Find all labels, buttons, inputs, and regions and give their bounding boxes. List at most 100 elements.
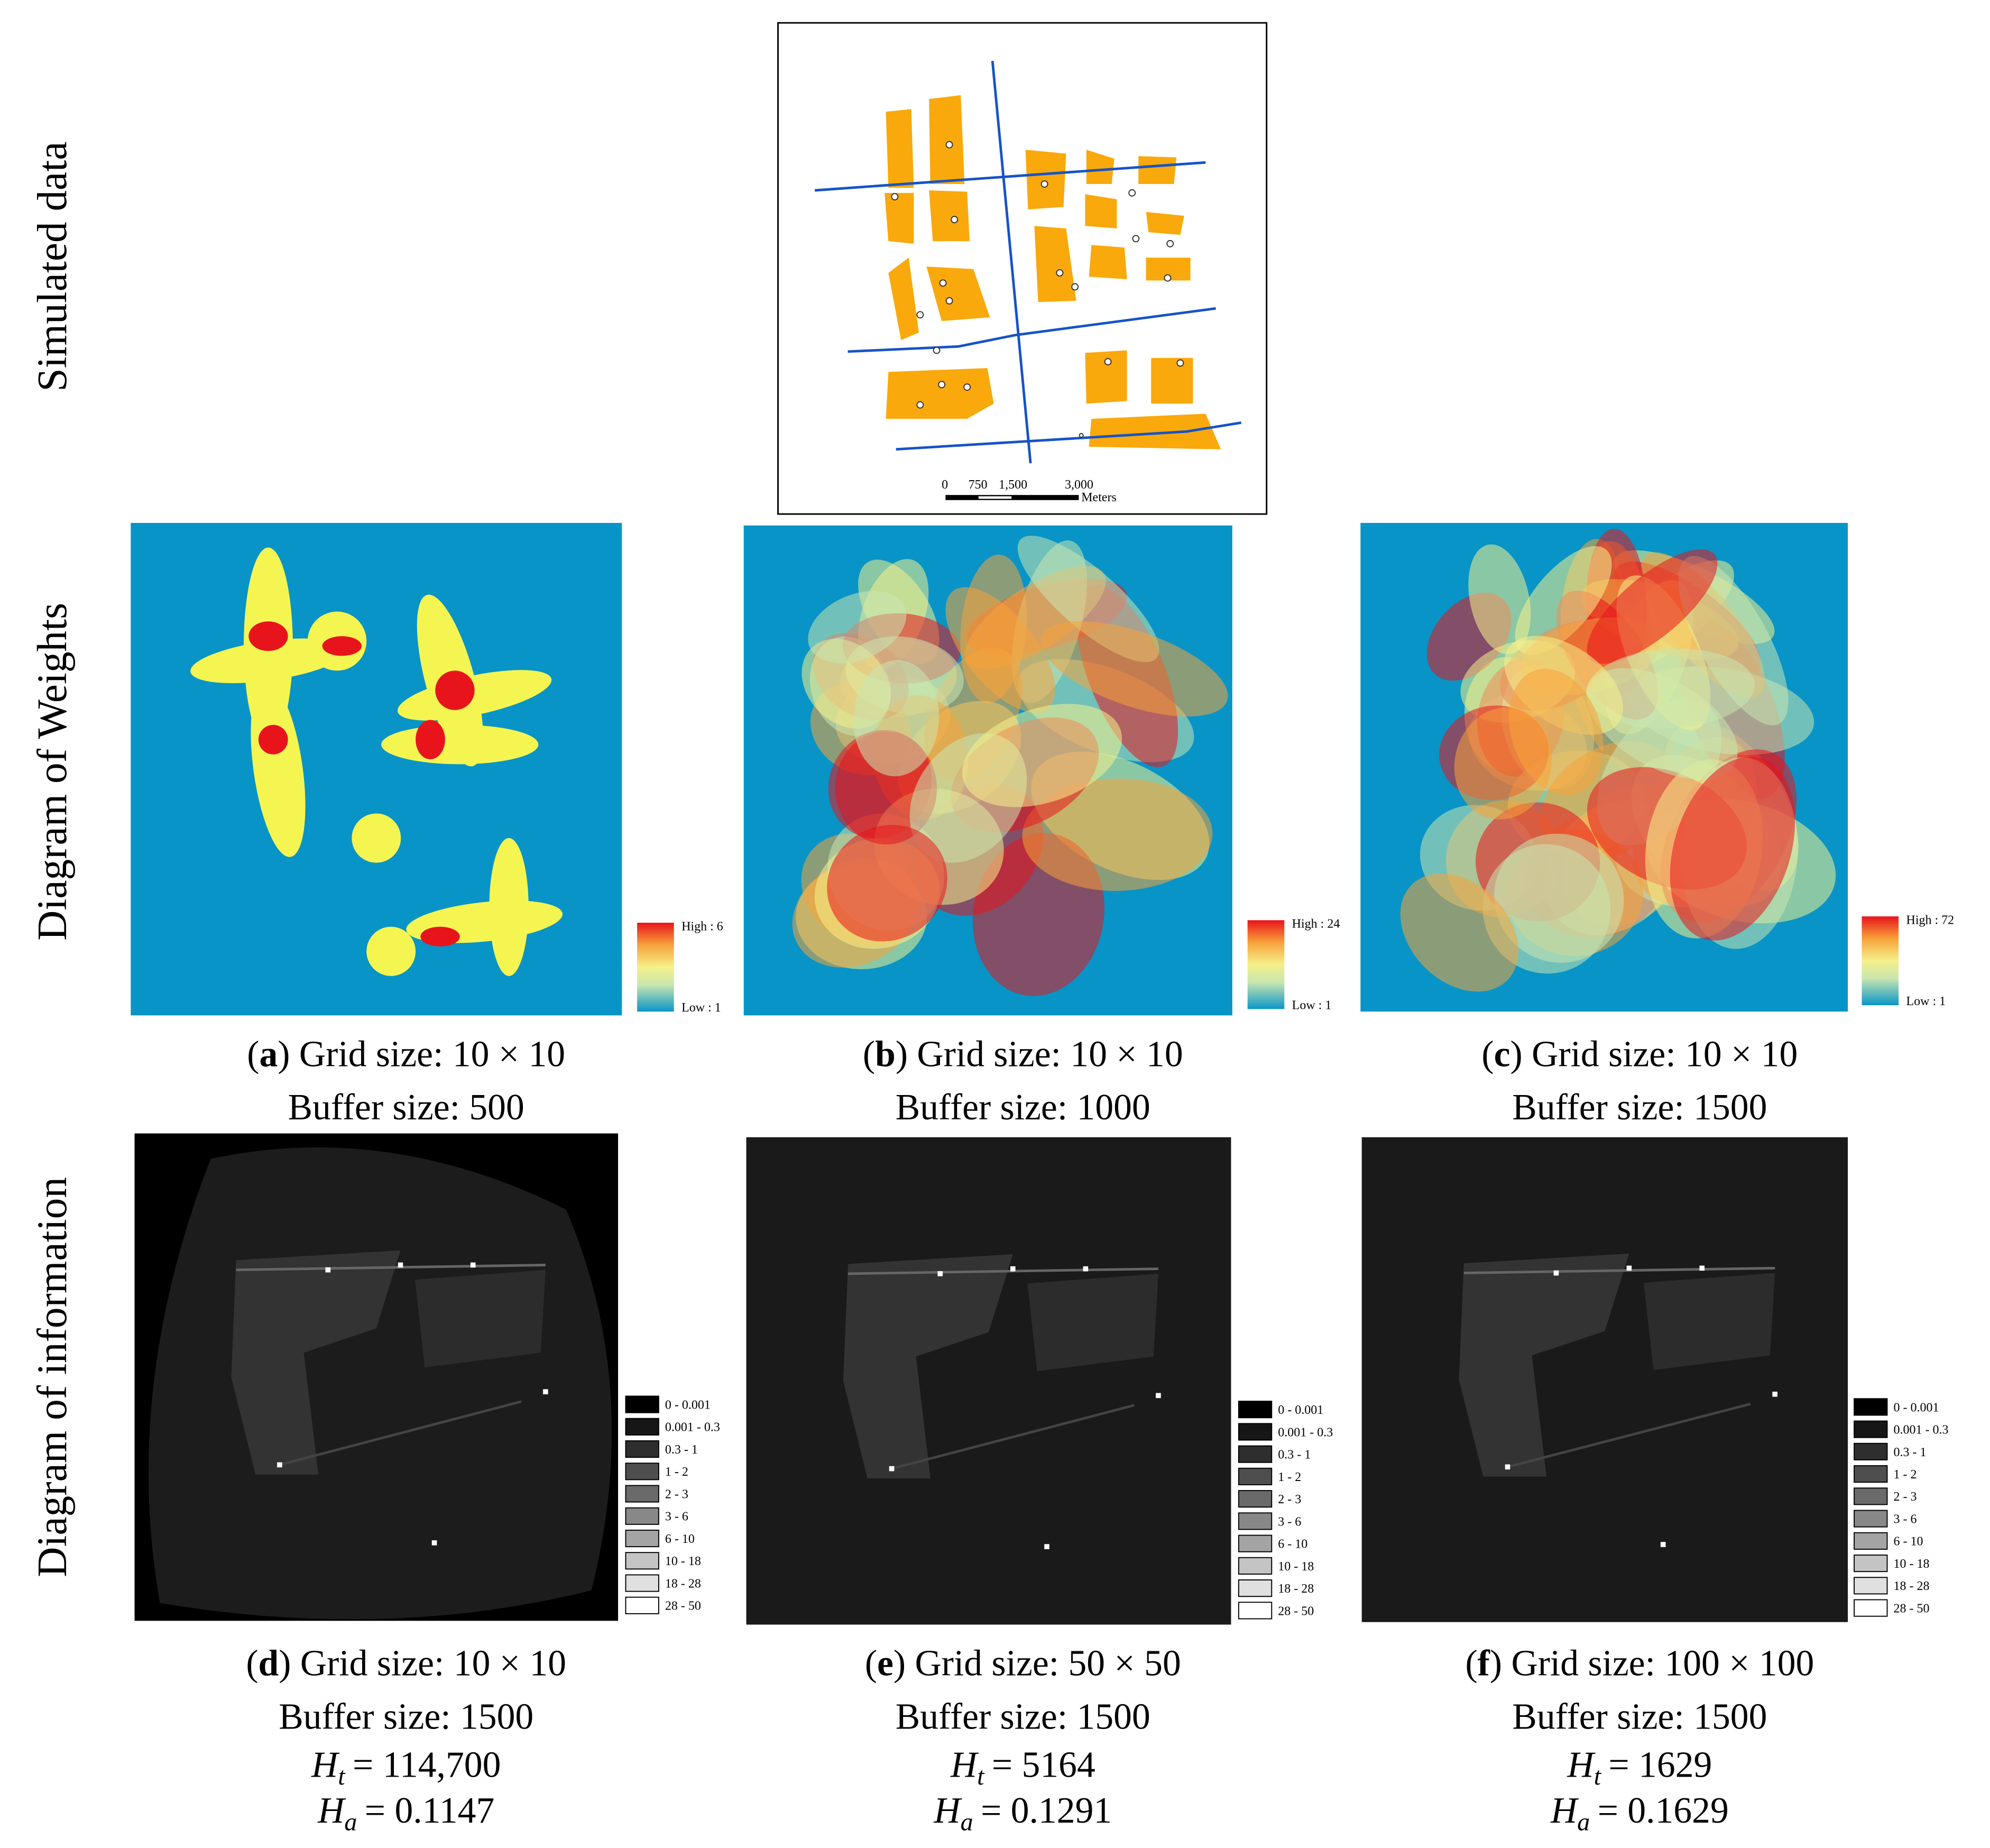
symbol: H xyxy=(1550,1790,1579,1831)
legend-swatch xyxy=(1238,1445,1273,1463)
legend-label: 0.3 - 1 xyxy=(1278,1448,1311,1462)
point xyxy=(1071,283,1079,291)
caption: (f) Grid size: 100 × 100 xyxy=(1466,1643,1814,1684)
buffer-label: Buffer size: 1500 xyxy=(1512,1696,1767,1737)
legend-swatch xyxy=(1238,1512,1273,1530)
scale-bar: 0 750 1,500 3,000 Meters xyxy=(942,478,1117,504)
information-map: 0 - 0.001 0.001 - 0.3 0.3 - 1 1 - 2 2 - 3 3 -… xyxy=(1361,1137,1948,1836)
parcel xyxy=(1146,212,1184,235)
info-cluster xyxy=(1643,1273,1775,1370)
subscript: a xyxy=(1577,1808,1590,1836)
legend-label: 1 - 2 xyxy=(1278,1470,1301,1484)
point xyxy=(1040,180,1048,188)
value: = 114,700 xyxy=(353,1745,501,1786)
legend-swatch xyxy=(1854,1398,1888,1416)
value: = 0.1147 xyxy=(365,1790,495,1831)
info-dot xyxy=(1699,1265,1705,1271)
weight-zone xyxy=(435,670,475,710)
parcel xyxy=(1089,245,1127,280)
value: = 5164 xyxy=(992,1745,1095,1786)
weight-zone xyxy=(962,704,1122,807)
legend-swatch xyxy=(1238,1490,1273,1508)
legend-label: 3 - 6 xyxy=(1278,1515,1301,1529)
legend-label: 18 - 28 xyxy=(1893,1579,1929,1593)
road xyxy=(896,421,1242,451)
weight-zone xyxy=(420,926,460,946)
formula: Ha = 0.1147 xyxy=(317,1790,494,1836)
weight-zone xyxy=(397,670,552,721)
value: = 0.1291 xyxy=(981,1790,1112,1831)
formula: Ht = 5164 xyxy=(950,1745,1095,1790)
point xyxy=(1176,359,1184,367)
weight-zone xyxy=(853,660,939,777)
weight-zone xyxy=(381,724,539,765)
weight-zone xyxy=(808,591,907,664)
caption: (c) Grid size: 10 × 10 xyxy=(1481,1034,1798,1074)
formula: Ha = 0.1629 xyxy=(1550,1790,1729,1836)
point xyxy=(945,297,953,305)
legend-label: 2 - 3 xyxy=(1893,1490,1917,1504)
points xyxy=(891,141,1184,438)
info-cluster xyxy=(231,1250,401,1475)
weight-zone xyxy=(1587,549,1718,664)
legend-label: 28 - 50 xyxy=(1278,1604,1314,1618)
legend-swatch xyxy=(1238,1602,1273,1620)
info-dot xyxy=(1505,1464,1510,1470)
point xyxy=(1128,189,1136,197)
weight-zone xyxy=(190,638,346,684)
info-dot xyxy=(431,1540,437,1546)
info-dot xyxy=(1626,1265,1632,1271)
legend-label: 1 - 2 xyxy=(1893,1468,1917,1482)
info-dot xyxy=(889,1466,895,1472)
weight-zone xyxy=(1022,778,1213,891)
point xyxy=(963,383,971,391)
caption-part: ( xyxy=(1466,1643,1478,1684)
legend-high: High : 6 xyxy=(681,920,723,934)
legend-high: High : 24 xyxy=(1292,917,1340,931)
weight-zone xyxy=(945,587,1055,713)
caption-part: ) Grid size: 10 × 10 xyxy=(896,1034,1183,1074)
legend-swatch xyxy=(1854,1532,1888,1550)
legend-label: 28 - 50 xyxy=(665,1599,701,1613)
legend-label: 0 - 0.001 xyxy=(665,1398,711,1412)
weights-map: High : 72 Low : 1 (c) Grid size: 10 × 10 Bu… xyxy=(1360,522,1954,1128)
legend-swatch xyxy=(1854,1555,1888,1573)
info-dot xyxy=(1044,1544,1049,1549)
caption-part: ( xyxy=(246,1643,258,1684)
info-line xyxy=(1463,1266,1775,1274)
buffer-label: Buffer size: 1500 xyxy=(896,1696,1150,1737)
symbol: H xyxy=(311,1745,340,1786)
point xyxy=(916,401,924,409)
weight-zone xyxy=(1468,544,1531,655)
legend-swatch xyxy=(1854,1420,1888,1438)
info-dot xyxy=(1660,1542,1666,1547)
parcel xyxy=(1146,258,1191,281)
legend-label: 0.001 - 0.3 xyxy=(665,1421,720,1435)
info-dot xyxy=(398,1262,403,1268)
legend-label: 0.001 - 0.3 xyxy=(1893,1423,1948,1437)
parcel xyxy=(1034,226,1076,302)
legend-swatch xyxy=(625,1529,659,1548)
caption-part: b xyxy=(875,1034,896,1074)
parcel xyxy=(886,109,914,188)
point xyxy=(1079,433,1084,438)
weight-zone xyxy=(1586,648,1755,729)
legend-label: 18 - 28 xyxy=(1278,1582,1314,1596)
parcel xyxy=(885,192,914,244)
legend-label: 6 - 10 xyxy=(665,1532,695,1546)
roads xyxy=(814,60,1242,464)
legend-swatch xyxy=(1238,1401,1273,1419)
legend-label: 2 - 3 xyxy=(665,1487,688,1501)
legend-swatch xyxy=(1854,1577,1888,1595)
parcel xyxy=(1151,357,1193,404)
legend-swatch xyxy=(625,1552,659,1570)
legend-label: 10 - 18 xyxy=(1278,1560,1314,1574)
point xyxy=(1166,240,1174,247)
legend-label: 18 - 28 xyxy=(665,1577,701,1590)
legend-label: 0.3 - 1 xyxy=(665,1443,698,1457)
scale-label: 0 xyxy=(942,478,948,492)
legend-swatch xyxy=(1854,1487,1888,1505)
legend-swatch xyxy=(1854,1442,1888,1460)
